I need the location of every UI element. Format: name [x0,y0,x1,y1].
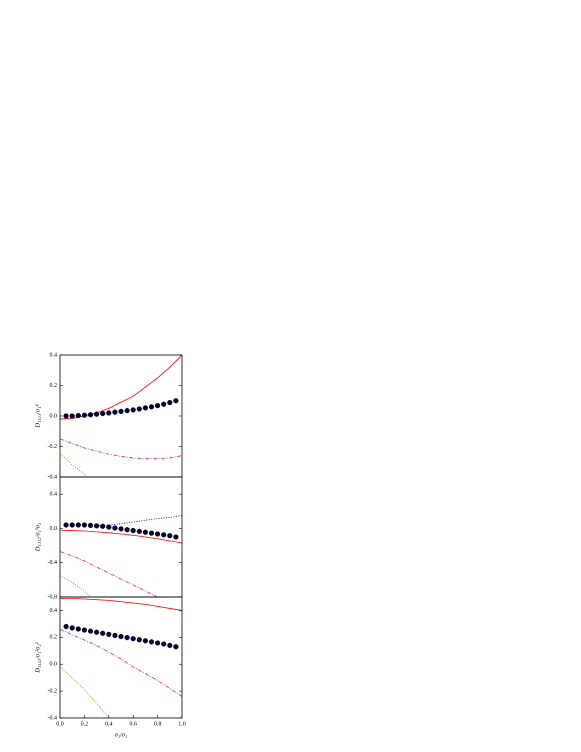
series-line [60,628,182,697]
marker [130,407,136,413]
x-tick-label: 0.2 [81,721,89,727]
marker [69,625,75,631]
marker [75,626,81,632]
y-tick-label: -0.4 [48,474,58,480]
marker [130,527,136,534]
marker [167,533,173,539]
x-tick-label: 0.8 [154,721,162,727]
y-tick-label: 0.2 [50,635,58,641]
y-tick-label: 0.0 [50,413,58,419]
marker [173,644,179,650]
marker [93,629,100,635]
marker [173,398,179,404]
marker [106,631,112,637]
plot-area [60,597,182,718]
marker [167,399,173,406]
marker [81,522,88,528]
series-line [60,666,110,718]
y-tick-label: 0.4 [50,352,58,358]
marker [142,405,149,411]
series-line [60,551,158,597]
marker [118,408,124,415]
marker [148,530,155,536]
marker [136,528,142,535]
marker [167,642,173,649]
marker [136,637,142,643]
series-line [60,453,88,477]
marker [124,408,130,414]
y-tick-label: 0.4 [50,492,58,498]
marker [69,522,75,528]
plot-area [60,515,182,597]
y-tick-label: 0.4 [50,608,58,614]
marker [63,522,69,528]
y-axis-label: D₁₁₂₂/σ₁²σ₂² [34,641,41,673]
marker [161,401,167,407]
marker [118,526,124,532]
marker [148,404,155,410]
marker [87,522,94,529]
marker [106,410,112,416]
marker [142,638,149,644]
marker [112,632,118,639]
marker [112,525,118,531]
marker [87,628,94,634]
marker [142,529,149,535]
series-line [60,597,182,611]
y-tick-label: -0.2 [48,444,58,450]
y-axis-label: D₁₁₁₂/σ₁³σ₂ [34,522,41,552]
marker [130,636,136,642]
marker [136,406,142,412]
x-tick-label: 0.0 [56,721,64,727]
marker [161,641,167,647]
marker [81,627,88,633]
y-tick-label: -0.4 [48,715,58,721]
series-line [96,515,182,527]
axes-frame [59,596,183,719]
marker [87,412,94,418]
marker [100,410,106,417]
marker [63,623,69,630]
marker [118,633,124,640]
y-axis-label: D₁₁₁₁/σ₁⁴ [34,404,41,429]
marker [81,412,88,418]
marker [155,403,161,409]
marker [112,409,118,415]
x-tick-label: 0.6 [129,721,137,727]
x-axis-label: σ₂/σ₁ [115,731,128,738]
y-tick-label: -0.8 [48,594,58,600]
marker [63,413,69,419]
marker [106,524,112,530]
series-line [60,575,91,597]
x-tick-label: 0.4 [105,721,113,727]
plot-area [60,355,182,477]
marker [93,523,100,529]
marker [124,635,130,641]
marker [124,527,130,533]
marker [100,523,106,529]
series-line [60,438,182,460]
marker [173,534,179,540]
marker [75,522,81,528]
marker [161,532,167,538]
marker [148,639,155,645]
y-tick-label: -0.4 [48,560,58,566]
marker [100,630,106,636]
marker [69,413,75,419]
marker [155,640,161,646]
marker [75,412,81,419]
y-tick-label: -0.2 [48,688,58,694]
x-tick-label: 1.0 [178,721,186,727]
series-line [60,529,182,544]
y-tick-label: 0.0 [50,526,58,532]
marker [93,411,100,417]
marker [155,531,161,537]
y-tick-label: 0.0 [50,662,58,668]
y-tick-label: 0.2 [50,383,58,389]
